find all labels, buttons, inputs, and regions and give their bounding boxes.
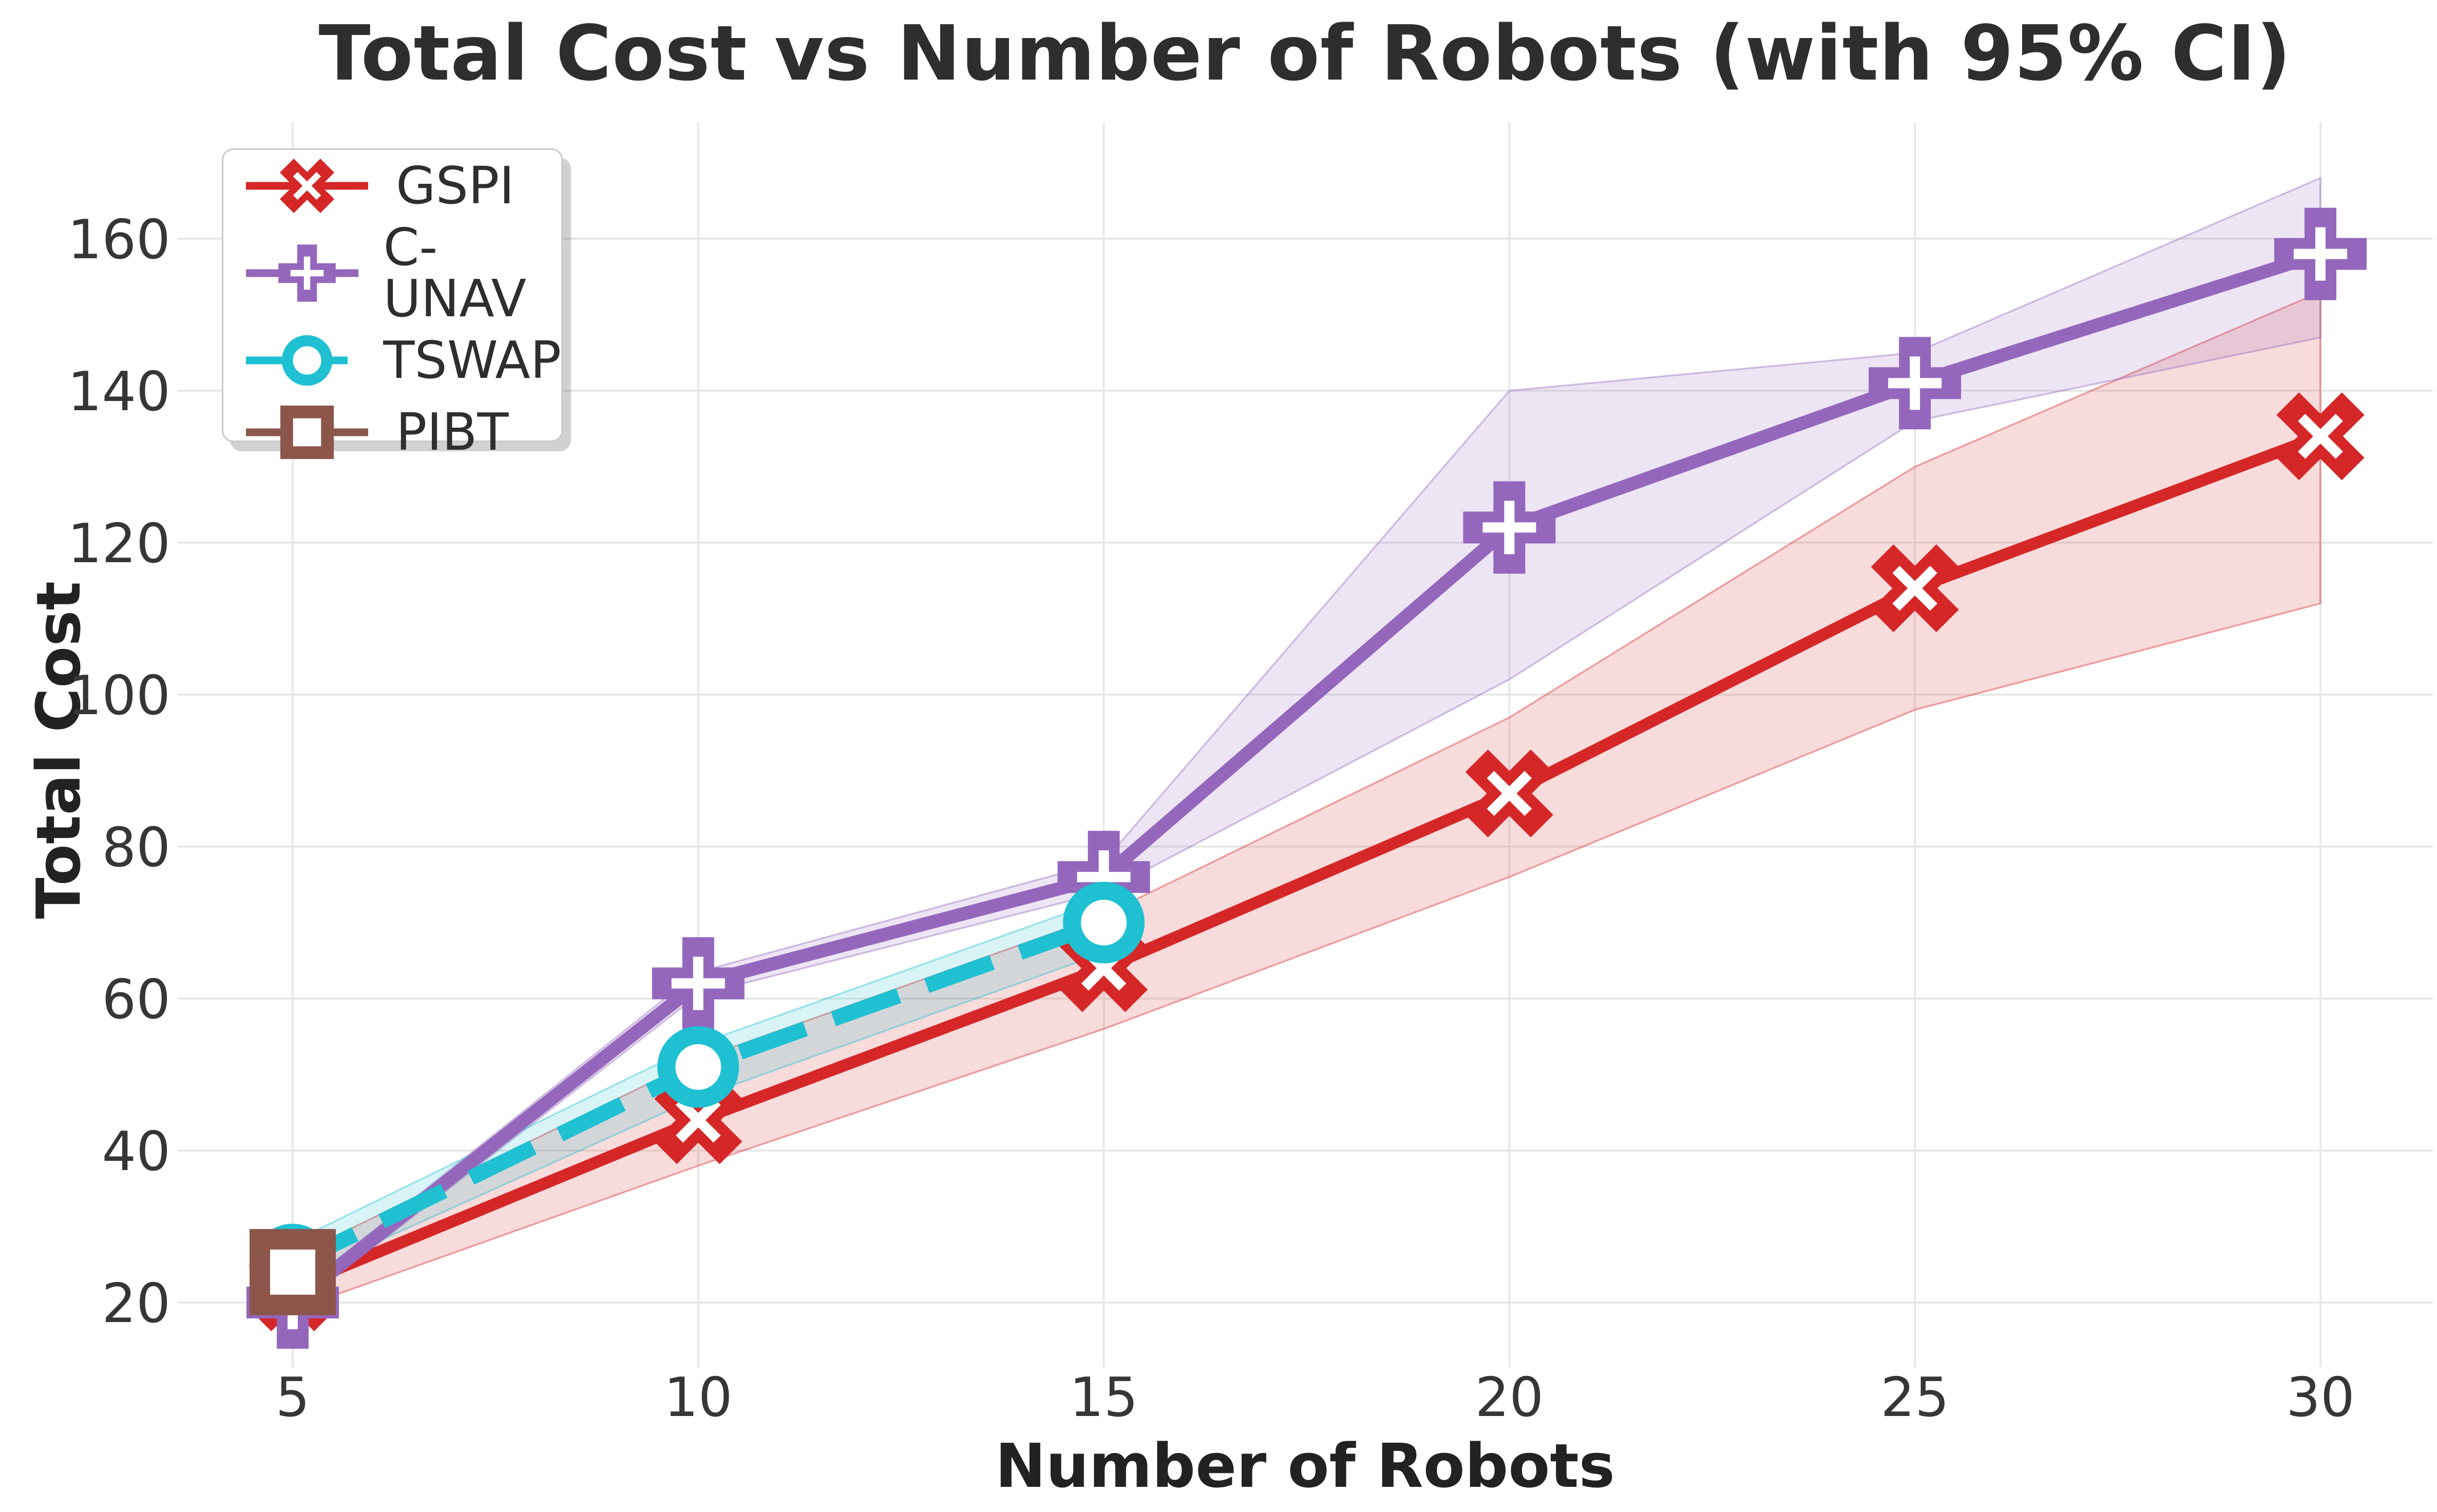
x-marker-icon [246,158,368,214]
legend-label: C-UNAV [383,217,526,329]
y-tick-label: 60 [102,968,170,1031]
y-tick-label: 120 [68,512,170,575]
plus-marker-icon [246,244,359,302]
x-tick-label: 5 [276,1366,310,1429]
circle-marker-icon [246,335,359,386]
square-marker-icon [246,405,368,460]
grid-lines [177,122,2433,1367]
x-tick-label: 15 [1070,1366,1138,1429]
legend-item-pibt: PIBT [243,396,561,468]
y-tick-label: 80 [102,816,170,879]
y-tick-label: 20 [102,1272,170,1335]
legend-label: PIBT [396,402,509,462]
x-tick-label: 30 [2286,1366,2355,1429]
line-c-unav [288,247,2322,1308]
legend-box: GSPI C-UNAV TSWAP PIBT [222,148,563,460]
y-tick-label: 100 [68,664,170,727]
x-tick-label: 25 [1880,1366,1949,1429]
x-tick-label: 10 [664,1366,733,1429]
x-tick-label: 20 [1475,1366,1544,1429]
legend-item-tswap: TSWAP [243,324,561,396]
legend-label: GSPI [396,156,515,216]
y-tick-label: 160 [68,208,170,271]
legend-item-gspi: GSPI [243,150,561,222]
series-pibt [250,1229,336,1315]
legend-item-c-unav: C-UNAV [243,222,561,324]
line-gspi [290,431,2323,1293]
chart-title: Total Cost vs Number of Robots (with 95%… [318,9,2292,98]
series-c-unav [246,207,2367,1349]
x-axis-label: Number of Robots [995,1430,1615,1501]
legend-label: TSWAP [383,330,561,390]
y-tick-label: 140 [68,360,170,423]
tick-labels: 5 10 15 20 25 30 20 40 60 80 100 120 140 160 [68,208,2355,1429]
y-tick-label: 40 [102,1120,170,1183]
